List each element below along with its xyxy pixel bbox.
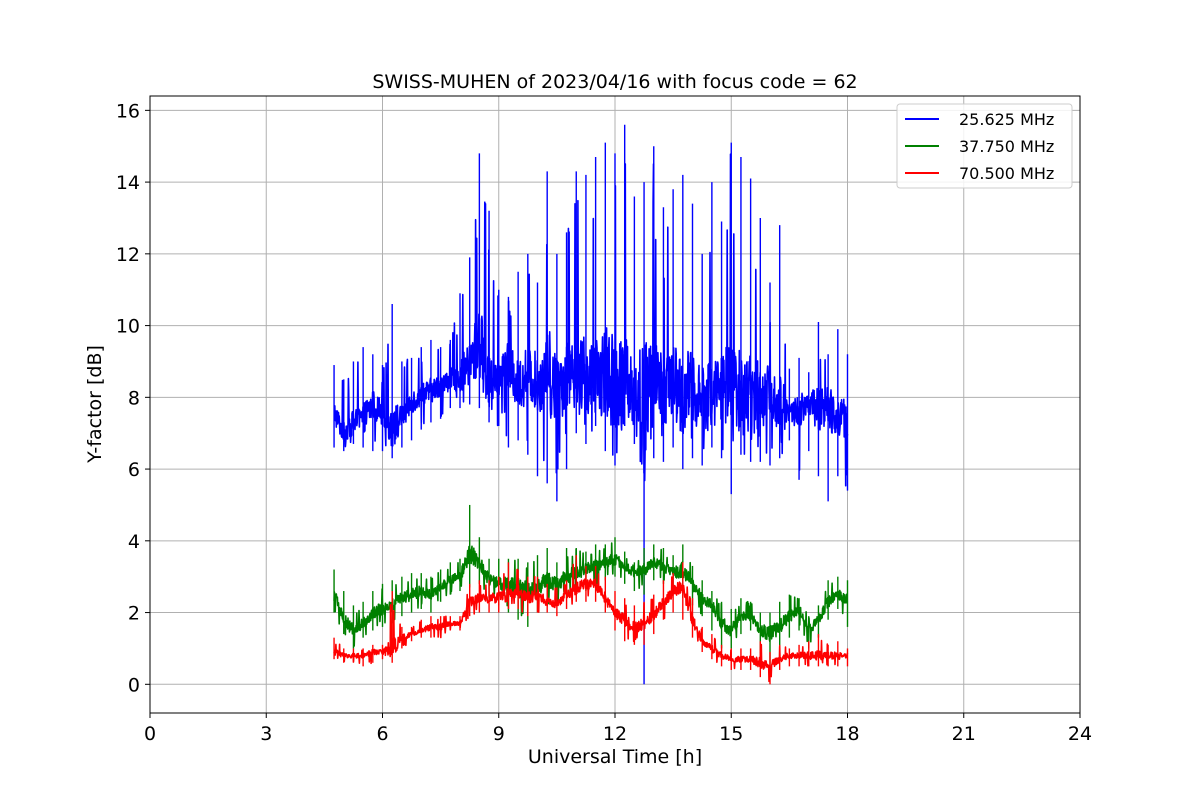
legend-label: 25.625 MHz bbox=[959, 110, 1054, 129]
chart-title: SWISS-MUHEN of 2023/04/16 with focus cod… bbox=[372, 71, 857, 93]
x-tick-label: 12 bbox=[603, 723, 627, 745]
y-tick-label: 10 bbox=[116, 316, 140, 338]
series-line bbox=[333, 542, 849, 647]
y-axis-label: Y-factor [dB] bbox=[84, 345, 106, 464]
legend: 25.625 MHz 37.750 MHz 70.500 MHz bbox=[896, 103, 1073, 189]
legend-box bbox=[896, 103, 1073, 189]
x-tick-label: 21 bbox=[952, 723, 976, 745]
x-tick-label: 24 bbox=[1068, 723, 1092, 745]
x-tick-label: 0 bbox=[144, 723, 156, 745]
legend-label: 37.750 MHz bbox=[959, 137, 1054, 156]
series-line bbox=[333, 563, 849, 683]
y-tick-label: 0 bbox=[128, 674, 140, 696]
y-tick-label: 2 bbox=[128, 603, 140, 625]
y-tick-label: 4 bbox=[128, 531, 140, 553]
x-tick-label: 9 bbox=[493, 723, 505, 745]
y-tick-label: 14 bbox=[116, 172, 140, 194]
x-axis: 0 3 6 9 12 15 18 21 24 bbox=[144, 713, 1092, 745]
y-tick-label: 16 bbox=[116, 100, 140, 122]
series-layer bbox=[333, 124, 849, 685]
x-tick-label: 3 bbox=[260, 723, 272, 745]
y-tick-label: 12 bbox=[116, 244, 140, 266]
x-tick-label: 6 bbox=[376, 723, 388, 745]
y-tick-label: 6 bbox=[128, 459, 140, 481]
legend-label: 70.500 MHz bbox=[959, 164, 1054, 183]
y-axis: 0 2 4 6 8 10 12 14 16 bbox=[116, 100, 150, 696]
x-axis-label: Universal Time [h] bbox=[528, 746, 702, 768]
series-line bbox=[333, 153, 849, 487]
x-tick-label: 18 bbox=[835, 723, 859, 745]
y-tick-label: 8 bbox=[128, 387, 140, 409]
x-tick-label: 15 bbox=[719, 723, 743, 745]
